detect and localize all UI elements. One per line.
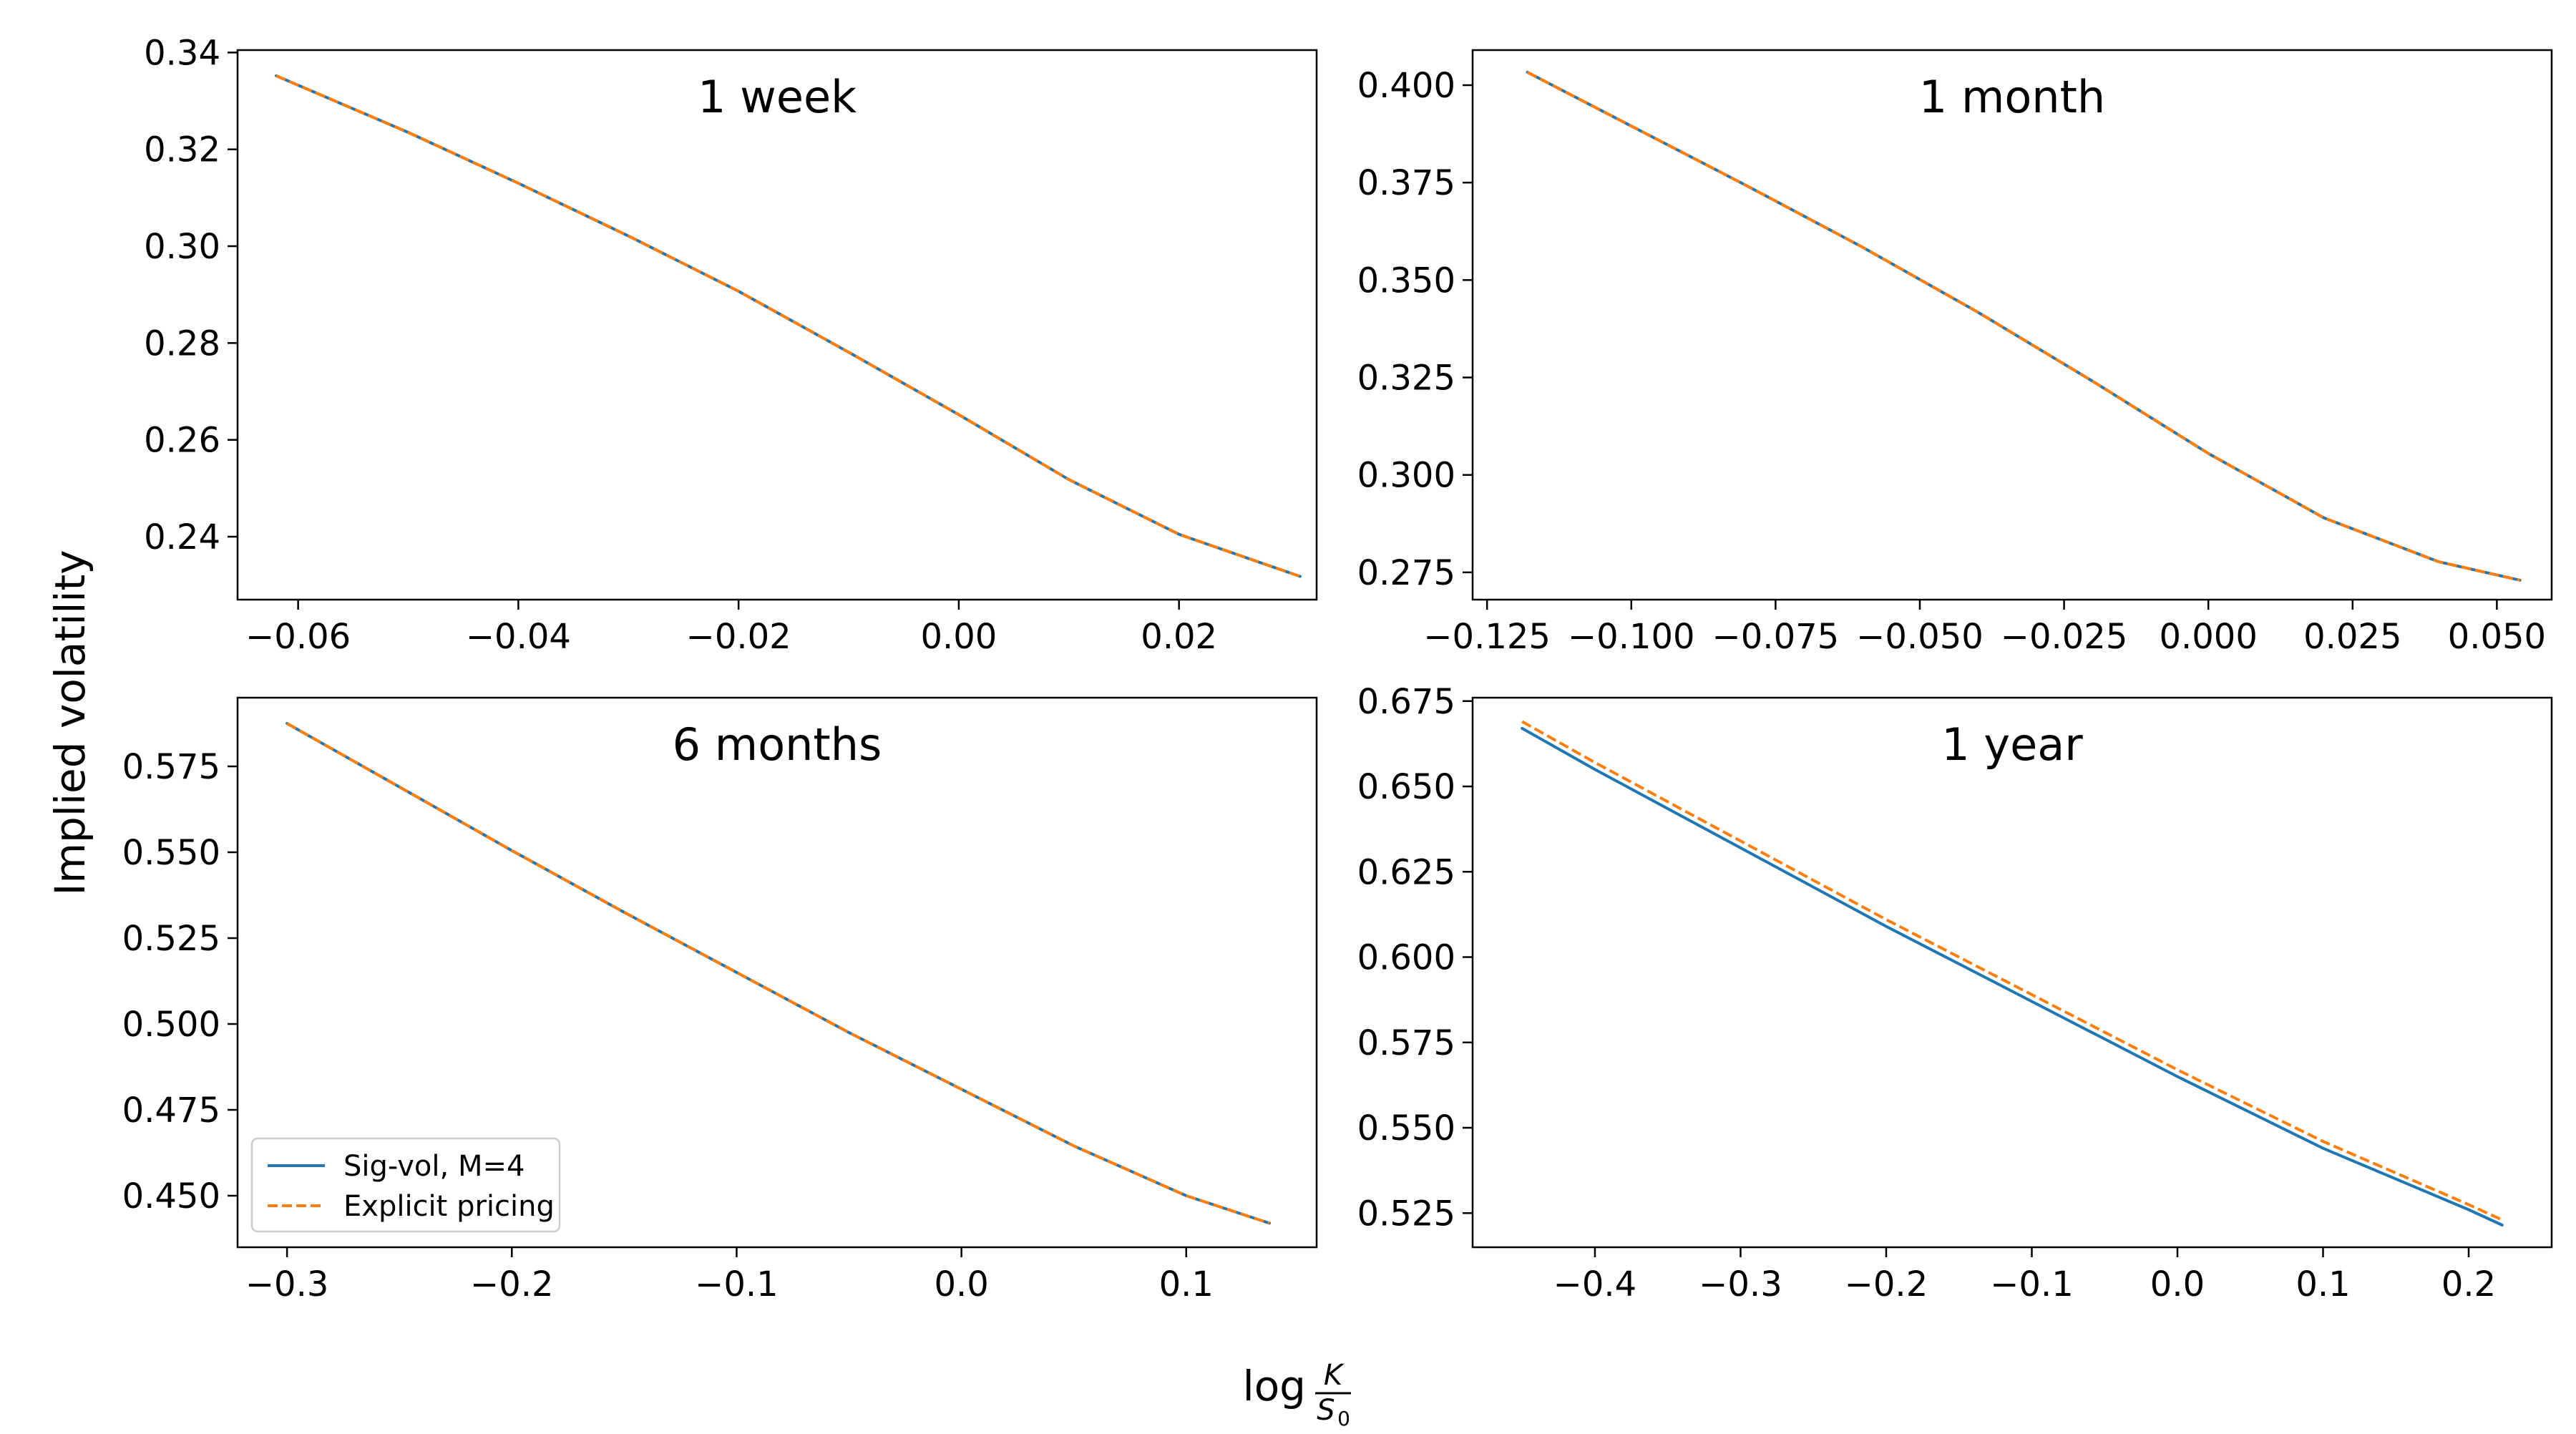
panel-1-week: −0.06 −0.04 −0.02 0.00 0.02 0.24 0.26 0.28 0.30 0… bbox=[144, 33, 1318, 657]
series-line-explicit-pricing-1-month bbox=[1526, 71, 2521, 582]
axes-frame-1-year bbox=[1471, 696, 2553, 1249]
x-tick-label-1-month-1: −0.100 bbox=[1568, 617, 1695, 657]
y-tick-label-1-week-2: 0.28 bbox=[144, 323, 220, 364]
axes-frame-1-week bbox=[236, 49, 1318, 601]
plot-area-1-week bbox=[238, 50, 1317, 600]
series-group-1-month bbox=[1526, 71, 2522, 582]
panel-6-months: −0.3 −0.2 −0.1 0.0 0.1 0.450 0.475 0.500 0.525 0.… bbox=[122, 696, 1318, 1304]
series-group-1-year bbox=[1521, 720, 2504, 1226]
y-tick-label-1-year-6: 0.675 bbox=[1357, 682, 1455, 722]
x-tick-label-6-months-1: −0.2 bbox=[470, 1264, 554, 1304]
x-tick-label-1-month-7: 0.050 bbox=[2448, 617, 2546, 657]
y-tick-label-6-months-5: 0.575 bbox=[122, 747, 220, 787]
y-tick-label-1-week-1: 0.26 bbox=[144, 421, 220, 461]
y-tick-label-1-week-4: 0.32 bbox=[144, 130, 220, 170]
x-tick-label-1-year-5: 0.1 bbox=[2296, 1264, 2350, 1304]
panel-title-1-week: 1 week bbox=[698, 71, 857, 123]
x-tick-label-1-month-2: −0.075 bbox=[1712, 617, 1840, 657]
legend-box bbox=[250, 1137, 561, 1233]
legend: Sig-vol, M=4 Explicit pricing bbox=[250, 1137, 561, 1233]
x-tick-label-1-year-3: −0.1 bbox=[1990, 1264, 2074, 1304]
series-line-explicit-pricing-1-week bbox=[275, 74, 1301, 578]
x-tick-label-1-week-2: −0.02 bbox=[686, 617, 791, 657]
panel-1-year: −0.4 −0.3 −0.2 −0.1 0.0 0.1 0.2 0.525 0.550 0.575… bbox=[1357, 682, 2553, 1304]
y-tick-label-6-months-2: 0.500 bbox=[122, 1005, 220, 1045]
y-tick-label-1-month-4: 0.375 bbox=[1357, 163, 1455, 203]
series-line-sig-vol-m-4-1-year bbox=[1521, 726, 2504, 1226]
x-axis-label-log: log bbox=[1243, 1362, 1306, 1410]
y-tick-label-1-week-0: 0.24 bbox=[144, 517, 220, 557]
x-axis-label-subscript: 0 bbox=[1337, 1407, 1350, 1430]
x-tick-label-1-month-6: 0.025 bbox=[2303, 617, 2401, 657]
x-axis-label: log KS 0 bbox=[1243, 1359, 1351, 1430]
y-tick-label-6-months-4: 0.550 bbox=[122, 833, 220, 873]
y-tick-label-1-month-1: 0.300 bbox=[1357, 456, 1455, 496]
y-tick-label-1-month-5: 0.400 bbox=[1357, 66, 1455, 106]
x-tick-label-6-months-4: 0.1 bbox=[1159, 1264, 1214, 1304]
y-tick-label-6-months-0: 0.450 bbox=[122, 1176, 220, 1216]
axes-frame-6-months bbox=[236, 696, 1318, 1249]
series-line-explicit-pricing-1-year bbox=[1521, 720, 2503, 1221]
figure-labels: Implied volatility log KS 0 bbox=[46, 550, 1351, 1430]
x-tick-label-1-week-1: −0.04 bbox=[466, 617, 571, 657]
series-group-6-months bbox=[286, 722, 1271, 1225]
legend-label-explicit-pricing: Explicit pricing bbox=[343, 1190, 555, 1223]
panel-title-1-year: 1 year bbox=[1941, 718, 2083, 771]
y-tick-label-1-week-3: 0.30 bbox=[144, 227, 220, 267]
panel-title-1-month: 1 month bbox=[1919, 71, 2105, 123]
x-tick-label-1-year-4: 0.0 bbox=[2150, 1264, 2205, 1304]
series-line-explicit-pricing-6-months bbox=[286, 722, 1270, 1225]
y-tick-label-1-year-4: 0.625 bbox=[1357, 852, 1455, 892]
y-tick-label-1-year-5: 0.650 bbox=[1357, 767, 1455, 807]
x-tick-label-1-year-6: 0.2 bbox=[2441, 1264, 2496, 1304]
plot-area-1-year bbox=[1473, 698, 2552, 1247]
x-tick-label-6-months-0: −0.3 bbox=[245, 1264, 329, 1304]
y-tick-label-1-year-0: 0.525 bbox=[1357, 1194, 1455, 1234]
x-tick-label-1-month-4: −0.025 bbox=[2001, 617, 2128, 657]
x-tick-label-1-month-0: −0.125 bbox=[1423, 617, 1551, 657]
y-tick-label-1-year-1: 0.550 bbox=[1357, 1108, 1455, 1148]
y-tick-label-1-year-2: 0.575 bbox=[1357, 1023, 1455, 1063]
series-group-1-week bbox=[274, 74, 1302, 578]
x-tick-label-1-year-1: −0.3 bbox=[1699, 1264, 1782, 1304]
y-tick-label-6-months-3: 0.525 bbox=[122, 919, 220, 959]
y-tick-label-1-month-0: 0.275 bbox=[1357, 553, 1455, 593]
x-tick-label-6-months-2: −0.1 bbox=[695, 1264, 779, 1304]
x-tick-label-1-week-0: −0.06 bbox=[245, 617, 351, 657]
axes-frame-1-month bbox=[1471, 49, 2553, 601]
x-tick-label-1-month-3: −0.050 bbox=[1856, 617, 1984, 657]
y-tick-label-6-months-1: 0.475 bbox=[122, 1091, 220, 1131]
y-tick-label-1-month-2: 0.325 bbox=[1357, 358, 1455, 399]
legend-label-sig-vol-m-4: Sig-vol, M=4 bbox=[343, 1150, 525, 1183]
x-tick-label-1-year-0: −0.4 bbox=[1553, 1264, 1637, 1304]
panels: −0.06 −0.04 −0.02 0.00 0.020.240.260.280.300… bbox=[122, 33, 2553, 1304]
panel-1-month: −0.125 −0.100 −0.075 −0.050 −0.025 0.000 0.025… bbox=[1357, 49, 2553, 657]
x-tick-label-1-week-4: 0.02 bbox=[1141, 617, 1217, 657]
x-tick-label-6-months-3: 0.0 bbox=[934, 1264, 988, 1304]
x-tick-label-1-year-2: −0.2 bbox=[1845, 1264, 1928, 1304]
panel-title-6-months: 6 months bbox=[673, 718, 882, 771]
x-axis-label-numerator: K bbox=[1324, 1359, 1345, 1392]
x-tick-label-1-week-3: 0.00 bbox=[920, 617, 997, 657]
y-tick-label-1-year-3: 0.600 bbox=[1357, 938, 1455, 978]
plot-area-1-month bbox=[1473, 50, 2552, 600]
y-axis-label: Implied volatility bbox=[46, 550, 94, 895]
y-tick-label-1-month-3: 0.350 bbox=[1357, 260, 1455, 301]
y-tick-label-1-week-5: 0.34 bbox=[144, 33, 220, 73]
x-tick-label-1-month-5: 0.000 bbox=[2159, 617, 2257, 657]
x-axis-label-denominator: S bbox=[1317, 1394, 1335, 1427]
